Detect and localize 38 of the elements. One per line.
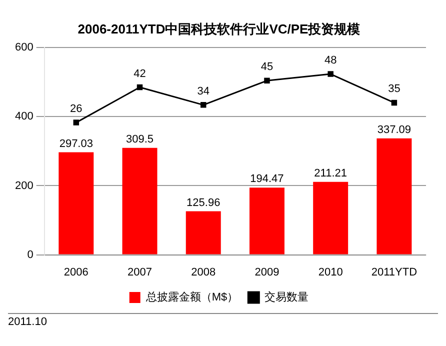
x-tick-label: 2008 xyxy=(191,266,216,278)
bar xyxy=(186,211,221,254)
y-tick-label: 600 xyxy=(14,42,34,54)
data-label: 309.5 xyxy=(126,133,154,146)
data-label: 48 xyxy=(324,54,337,67)
point xyxy=(73,120,80,126)
data-label: 26 xyxy=(70,103,82,116)
x-tick-label: 2009 xyxy=(254,266,280,278)
x-tick-label: 2007 xyxy=(128,266,152,278)
legend-label: 交易数量 xyxy=(264,290,309,304)
y-tick-label: 400 xyxy=(14,110,34,123)
legend-label: 总披露金额（M$） xyxy=(144,290,238,304)
data-label: 297.03 xyxy=(59,138,93,150)
data-label: 211.21 xyxy=(314,167,347,180)
point xyxy=(328,71,334,77)
bar xyxy=(58,152,94,254)
data-label: 34 xyxy=(197,85,210,98)
text: 2011.10 xyxy=(8,313,438,328)
bar xyxy=(376,138,412,254)
data-label: 125.96 xyxy=(186,196,220,209)
point xyxy=(200,102,206,108)
point xyxy=(391,100,398,106)
point xyxy=(136,84,143,90)
x-tick-label: 2010 xyxy=(318,266,343,278)
bar xyxy=(249,188,284,254)
x-tick-label: 2011YTD xyxy=(371,266,418,278)
data-label: 337.09 xyxy=(377,124,412,136)
bar xyxy=(122,148,158,254)
data-label: 42 xyxy=(134,68,146,80)
y-tick-label: 200 xyxy=(14,180,34,192)
x-tick-label: 2006 xyxy=(64,266,88,278)
data-label: 45 xyxy=(260,61,274,74)
chart-title: 2006-2011YTD中国科技软件行业VC/PE投资规模 xyxy=(78,21,360,36)
data-label: 194.47 xyxy=(250,173,284,186)
point xyxy=(264,78,270,84)
y-tick-label: 0 xyxy=(27,248,34,261)
data-label: 35 xyxy=(388,83,400,96)
bar xyxy=(313,182,348,254)
